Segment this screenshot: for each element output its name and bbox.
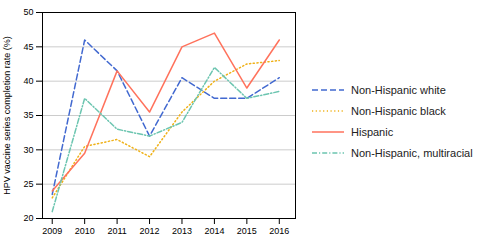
svg-text:35: 35	[23, 110, 33, 120]
html-text:Non-Hispanic, multiracial: Non-Hispanic, multiracial	[351, 146, 473, 159]
svg-text:20: 20	[23, 213, 33, 223]
svg-text:2012: 2012	[140, 226, 160, 236]
svg-text:2011: 2011	[107, 226, 126, 236]
html-text:Non-Hispanic white: Non-Hispanic white	[351, 83, 446, 96]
html-text:Non-Hispanic black: Non-Hispanic black	[351, 104, 446, 117]
svg-text:45: 45	[23, 42, 33, 52]
html-text:Hispanic: Hispanic	[351, 125, 394, 138]
svg-text:2009: 2009	[42, 226, 62, 236]
svg-text:2016: 2016	[269, 226, 289, 236]
svg-text:2010: 2010	[75, 226, 95, 236]
svg-text:2015: 2015	[237, 226, 257, 236]
svg-text:50: 50	[23, 7, 33, 17]
svg-text:HPV vaccine series completion: HPV vaccine series completion rate (%)	[2, 36, 12, 195]
svg-text:2014: 2014	[204, 226, 224, 236]
svg-text:2013: 2013	[172, 226, 192, 236]
svg-text:40: 40	[23, 76, 33, 86]
svg-text:30: 30	[23, 145, 33, 155]
svg-text:25: 25	[23, 179, 33, 189]
